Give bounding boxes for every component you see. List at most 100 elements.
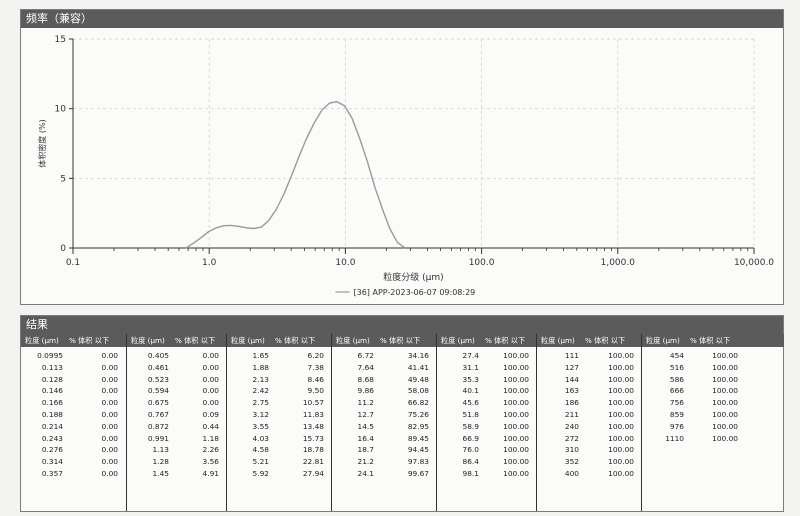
- percent-value: 0.00: [101, 457, 118, 467]
- size-value: 454: [669, 351, 684, 360]
- percent-value: 97.83: [407, 457, 429, 467]
- size-value: 310: [564, 445, 579, 455]
- size-value: 0.991: [147, 433, 169, 443]
- results-column-header: 粒度 (μm) % 体积 以下: [21, 334, 126, 347]
- size-value: 9.86: [357, 386, 374, 396]
- size-value: 4.58: [252, 445, 269, 455]
- results-column: 粒度 (μm) % 体积 以下 0.0995 0.00 0.113 0.00 0.128 0.…: [21, 334, 126, 511]
- x-tick-label: 100.0: [469, 258, 495, 268]
- results-column: 粒度 (μm) % 体积 以下 27.4 100.00 31.1 100.00 35.3 10…: [436, 334, 537, 511]
- y-tick-label: 15: [55, 35, 66, 45]
- percent-value: 0.00: [101, 410, 118, 419]
- size-value: 0.166: [41, 398, 63, 408]
- percent-value: 6.20: [307, 351, 324, 360]
- size-value: 2.13: [252, 374, 269, 384]
- percent-value: 0.00: [101, 433, 118, 443]
- percent-value: 34.16: [407, 351, 429, 360]
- percent-value: 100.00: [608, 469, 634, 478]
- size-value: 86.4: [462, 457, 479, 467]
- y-tick-label: 5: [60, 174, 66, 184]
- legend-entry: [36] APP-2023-06-07 09:08:29: [354, 288, 476, 297]
- size-value: 240: [564, 421, 579, 431]
- size-value: 1.45: [152, 469, 169, 478]
- percent-value: 0.00: [202, 386, 219, 396]
- results-column: 粒度 (μm) % 体积 以下 1.65 6.20 1.88 7.38 2.13 8.46 2.…: [226, 334, 332, 511]
- percent-value: 100.00: [712, 374, 738, 384]
- size-value: 0.188: [41, 410, 63, 419]
- frequency-chart: 0 5 10 15 0.1 1.0 10.0 100.0 1,000.0 10,000.0 粒度分级…: [37, 35, 774, 297]
- x-axis-label: 粒度分级 (μm): [383, 271, 443, 283]
- size-value: 0.767: [147, 410, 169, 419]
- size-value: 0.872: [147, 421, 169, 431]
- size-value: 76.0: [462, 445, 479, 455]
- y-tick-label: 10: [55, 105, 67, 115]
- percent-value: 100.00: [608, 386, 634, 396]
- size-value: 16.4: [357, 433, 374, 443]
- header-percent: % 体积 以下: [585, 336, 626, 345]
- percent-value: 13.48: [302, 421, 324, 431]
- percent-value: 0.00: [101, 362, 118, 372]
- percent-value: 0.00: [202, 351, 219, 360]
- frequency-panel: 频率（兼容） 0 5 10 15 0.1 1.0 10.0 100.0 1,000.0 10,00…: [20, 9, 784, 305]
- percent-value: 2.26: [202, 445, 219, 455]
- size-value: 0.0995: [37, 351, 63, 360]
- percent-value: 100.00: [503, 386, 529, 396]
- size-value: 11.2: [357, 398, 374, 408]
- header-size: 粒度 (μm): [25, 336, 59, 345]
- size-value: 586: [669, 374, 684, 384]
- percent-value: 58.08: [407, 386, 429, 396]
- percent-value: 9.50: [307, 386, 324, 396]
- results-panel-title: 结果: [21, 316, 783, 334]
- frequency-panel-title: 频率（兼容）: [21, 10, 783, 28]
- results-column: 粒度 (μm) % 体积 以下 6.72 34.16 7.64 41.41 8.68 49.4…: [331, 334, 437, 511]
- size-value: 14.5: [357, 421, 374, 431]
- percent-value: 100.00: [608, 433, 634, 443]
- size-value: 21.2: [357, 457, 374, 467]
- size-value: 27.4: [462, 351, 479, 360]
- results-column-header: 粒度 (μm) % 体积 以下: [227, 334, 332, 347]
- size-value: 144: [564, 374, 579, 384]
- size-value: 8.68: [357, 374, 374, 384]
- size-value: 7.64: [357, 362, 374, 372]
- results-column: 粒度 (μm) % 体积 以下 111 100.00 127 100.00 144 100.0…: [536, 334, 642, 511]
- y-tick-label: 0: [60, 244, 66, 254]
- percent-value: 100.00: [503, 457, 529, 467]
- results-column: 粒度 (μm) % 体积 以下 454 100.00 516 100.00 586 100.0…: [641, 334, 784, 511]
- percent-value: 27.94: [302, 469, 324, 478]
- size-value: 0.314: [41, 457, 63, 467]
- percent-value: 10.57: [302, 398, 324, 408]
- size-value: 1.65: [252, 351, 269, 360]
- size-value: 58.9: [462, 421, 479, 431]
- percent-value: 100.00: [712, 410, 738, 419]
- percent-value: 89.45: [407, 433, 429, 443]
- size-value: 35.3: [462, 374, 479, 384]
- percent-value: 100.00: [503, 374, 529, 384]
- size-value: 2.42: [252, 386, 269, 396]
- percent-value: 0.00: [101, 421, 118, 431]
- header-size: 粒度 (μm): [441, 336, 475, 345]
- percent-value: 0.00: [202, 398, 219, 408]
- size-value: 163: [564, 386, 579, 396]
- size-value: 400: [564, 469, 579, 478]
- size-value: 211: [564, 410, 579, 419]
- results-table: 粒度 (μm) % 体积 以下 0.0995 0.00 0.113 0.00 0.128 0.…: [21, 334, 784, 511]
- percent-value: 0.09: [202, 410, 219, 419]
- percent-value: 100.00: [712, 351, 738, 360]
- header-percent: % 体积 以下: [275, 336, 316, 345]
- size-value: 1.88: [252, 362, 269, 372]
- size-value: 18.7: [357, 445, 374, 455]
- percent-value: 100.00: [712, 433, 738, 443]
- percent-value: 66.82: [407, 398, 429, 408]
- percent-value: 99.67: [407, 469, 429, 478]
- size-value: 24.1: [357, 469, 374, 478]
- x-tick-label: 10.0: [335, 258, 355, 268]
- size-value: 12.7: [357, 410, 374, 419]
- percent-value: 7.38: [307, 362, 324, 372]
- percent-value: 100.00: [608, 421, 634, 431]
- results-column-header: 粒度 (μm) % 体积 以下: [437, 334, 537, 347]
- percent-value: 8.46: [307, 374, 324, 384]
- percent-value: 94.45: [407, 445, 429, 455]
- size-value: 4.03: [252, 433, 269, 443]
- size-value: 0.214: [41, 421, 63, 431]
- header-size: 粒度 (μm): [231, 336, 265, 345]
